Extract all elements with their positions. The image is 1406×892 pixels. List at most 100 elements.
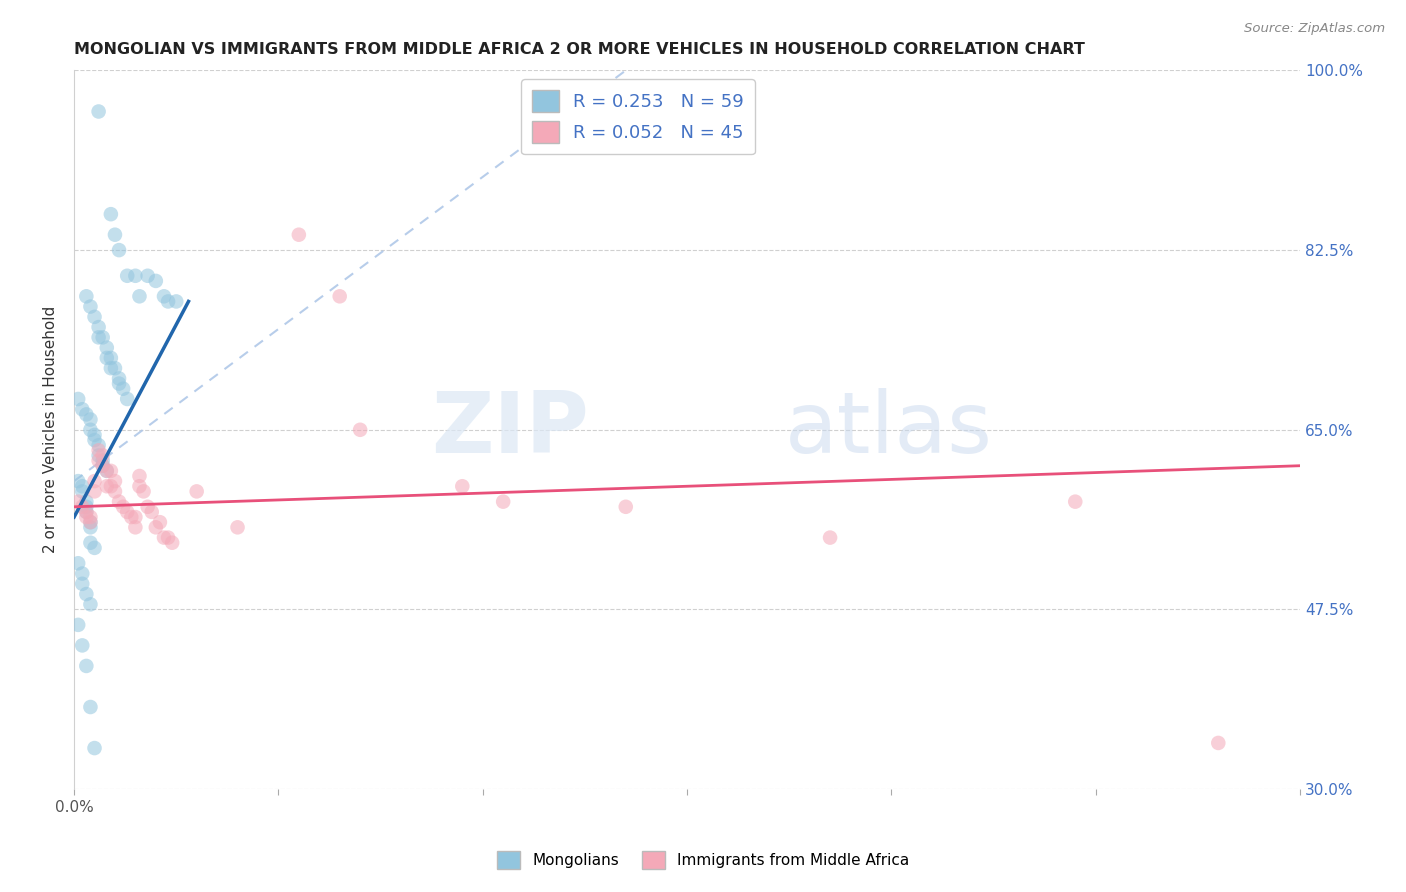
Point: [75, 510, 97, 524]
Point: [108, 371, 131, 385]
Point: [75, 500, 97, 514]
Point: [492, 494, 515, 508]
Point: [132, 484, 155, 499]
Point: [149, 515, 172, 529]
Point: [75, 408, 97, 422]
Point: [79, 598, 101, 612]
Point: [83, 433, 105, 447]
Point: [67, 556, 90, 570]
Point: [72, 566, 94, 581]
Point: [153, 289, 176, 303]
Text: atlas: atlas: [785, 388, 993, 471]
Point: [96, 479, 118, 493]
Point: [100, 207, 122, 221]
Point: [226, 520, 249, 534]
Legend: R = 0.253   N = 59, R = 0.052   N = 45: R = 0.253 N = 59, R = 0.052 N = 45: [522, 79, 755, 154]
Point: [153, 531, 176, 545]
Point: [104, 484, 127, 499]
Point: [87, 438, 110, 452]
Point: [83, 484, 105, 499]
Point: [124, 520, 146, 534]
Point: [83, 541, 105, 555]
Point: [87, 104, 110, 119]
Point: [104, 474, 127, 488]
Point: [83, 310, 105, 324]
Point: [75, 587, 97, 601]
Point: [79, 510, 101, 524]
Point: [75, 659, 97, 673]
Point: [72, 479, 94, 493]
Point: [108, 494, 131, 508]
Point: [100, 479, 122, 493]
Point: [128, 479, 150, 493]
Point: [451, 479, 474, 493]
Point: [87, 320, 110, 334]
Y-axis label: 2 or more Vehicles in Household: 2 or more Vehicles in Household: [44, 306, 58, 553]
Point: [120, 510, 142, 524]
Point: [96, 464, 118, 478]
Point: [108, 243, 131, 257]
Point: [1064, 494, 1087, 508]
Point: [186, 484, 208, 499]
Point: [128, 469, 150, 483]
Point: [79, 423, 101, 437]
Point: [67, 618, 90, 632]
Point: [67, 392, 90, 406]
Point: [87, 453, 110, 467]
Point: [91, 330, 114, 344]
Point: [67, 474, 90, 488]
Point: [104, 361, 127, 376]
Point: [96, 351, 118, 365]
Point: [87, 443, 110, 458]
Point: [75, 494, 97, 508]
Point: [79, 700, 101, 714]
Text: Source: ZipAtlas.com: Source: ZipAtlas.com: [1244, 22, 1385, 36]
Point: [112, 382, 135, 396]
Point: [91, 449, 114, 463]
Point: [349, 423, 371, 437]
Point: [160, 535, 183, 549]
Point: [72, 576, 94, 591]
Point: [128, 289, 150, 303]
Point: [329, 289, 352, 303]
Point: [157, 294, 180, 309]
Point: [79, 520, 101, 534]
Point: [136, 268, 159, 283]
Point: [87, 330, 110, 344]
Point: [91, 458, 114, 473]
Point: [108, 376, 131, 391]
Point: [141, 505, 163, 519]
Point: [91, 458, 114, 473]
Point: [96, 464, 118, 478]
Point: [818, 531, 841, 545]
Point: [145, 274, 167, 288]
Point: [124, 510, 146, 524]
Point: [67, 494, 90, 508]
Point: [83, 474, 105, 488]
Point: [75, 289, 97, 303]
Point: [104, 227, 127, 242]
Point: [79, 515, 101, 529]
Point: [91, 453, 114, 467]
Point: [100, 464, 122, 478]
Point: [157, 531, 180, 545]
Point: [112, 500, 135, 514]
Point: [124, 268, 146, 283]
Point: [115, 505, 138, 519]
Point: [96, 341, 118, 355]
Point: [79, 300, 101, 314]
Point: [145, 520, 167, 534]
Point: [165, 294, 187, 309]
Point: [136, 500, 159, 514]
Text: MONGOLIAN VS IMMIGRANTS FROM MIDDLE AFRICA 2 OR MORE VEHICLES IN HOUSEHOLD CORRE: MONGOLIAN VS IMMIGRANTS FROM MIDDLE AFRI…: [75, 42, 1085, 57]
Text: ZIP: ZIP: [432, 388, 589, 471]
Point: [79, 412, 101, 426]
Point: [72, 402, 94, 417]
Point: [79, 515, 101, 529]
Point: [72, 484, 94, 499]
Point: [614, 500, 637, 514]
Point: [72, 500, 94, 514]
Point: [1206, 736, 1229, 750]
Point: [115, 268, 138, 283]
Point: [79, 535, 101, 549]
